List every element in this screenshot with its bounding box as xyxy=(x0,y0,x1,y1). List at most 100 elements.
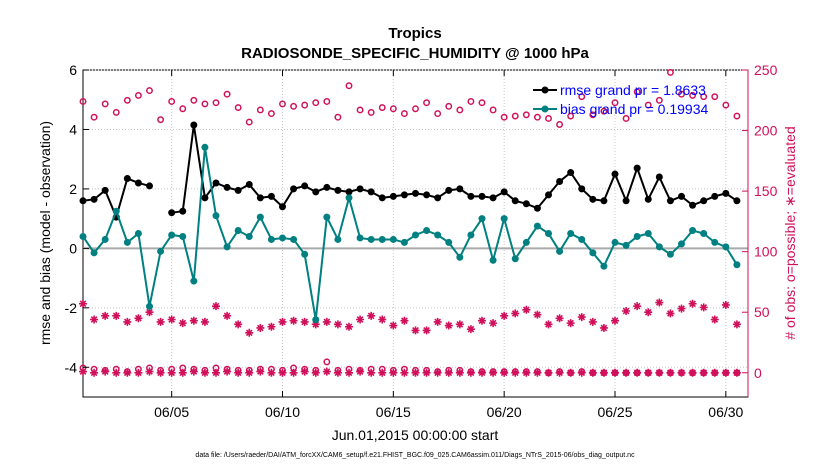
obs-possible-point xyxy=(367,108,375,116)
obs-possible-point xyxy=(323,98,331,105)
rmse-point xyxy=(511,197,519,205)
x-axis: 06/05 06/10 06/15 06/20 06/25 06/30 xyxy=(154,70,744,420)
obs-possible-point xyxy=(733,112,741,120)
rmse-point xyxy=(168,209,176,217)
y-axis-left-label: rmse and bias (model - observation) xyxy=(37,121,53,345)
obs-evaluated-point xyxy=(500,311,509,320)
obs-evaluated-point xyxy=(256,367,265,376)
obs-evaluated-point xyxy=(666,309,675,318)
obs-evaluated-point xyxy=(500,368,509,377)
obs-evaluated-point xyxy=(655,298,664,307)
rmse-point xyxy=(256,194,264,202)
bias-point xyxy=(733,261,741,269)
obs-possible-point xyxy=(556,121,564,128)
obs-possible-point xyxy=(134,91,142,99)
obs-possible-point xyxy=(500,113,508,121)
obs-evaluated-point xyxy=(655,368,664,377)
obs-possible-point xyxy=(489,106,497,114)
obs-evaluated-point xyxy=(599,368,608,377)
obs-evaluated-point xyxy=(644,308,653,317)
obs-evaluated-point xyxy=(677,368,686,377)
obs-evaluated-point xyxy=(599,323,608,332)
obs-evaluated-point xyxy=(245,328,254,337)
bias-point xyxy=(179,232,187,240)
obs-evaluated-point xyxy=(367,311,376,320)
obs-evaluated-point xyxy=(200,317,209,326)
y-left-tick-label: 2 xyxy=(69,181,77,197)
series-rmse xyxy=(79,121,741,221)
bias-point xyxy=(356,234,364,242)
bias-point xyxy=(234,227,242,235)
rmse-point xyxy=(434,194,442,202)
obs-evaluated-point xyxy=(400,316,409,325)
obs-evaluated-point xyxy=(145,367,154,376)
obs-evaluated-point xyxy=(732,368,741,377)
obs-evaluated-point xyxy=(145,308,154,317)
obs-evaluated-point xyxy=(577,313,586,322)
obs-evaluated-point xyxy=(79,367,87,376)
obs-evaluated-point xyxy=(633,368,642,377)
obs-possible-point xyxy=(179,105,187,113)
obs-evaluated-point xyxy=(90,315,99,324)
obs-evaluated-point xyxy=(333,368,342,377)
obs-possible-point xyxy=(356,106,364,114)
y-right-tick-label: 250 xyxy=(754,62,778,78)
bias-point xyxy=(711,238,719,246)
rmse-point xyxy=(445,186,453,194)
obs-possible-point xyxy=(578,93,586,101)
obs-possible-point xyxy=(90,113,98,121)
obs-evaluated-point xyxy=(622,307,631,316)
obs-evaluated-point xyxy=(710,368,719,377)
obs-evaluated-point xyxy=(577,368,586,377)
obs-possible-point xyxy=(312,99,320,107)
obs-evaluated-point xyxy=(178,319,187,328)
bias-point xyxy=(533,222,541,230)
bias-point xyxy=(689,227,697,235)
rmse-point xyxy=(489,194,497,202)
obs-evaluated-point xyxy=(566,319,575,328)
bias-point xyxy=(79,232,87,240)
series-obs_possible xyxy=(79,68,741,128)
bias-point xyxy=(600,262,608,270)
y-axis-right: 0 50 100 150 200 250 xyxy=(742,62,778,397)
rmse-point xyxy=(589,195,597,203)
obs-possible-point xyxy=(323,358,331,366)
bias-point xyxy=(445,238,453,246)
rmse-point xyxy=(290,185,298,193)
rmse-point xyxy=(467,192,475,200)
bias-point xyxy=(312,316,320,324)
rmse-line xyxy=(171,124,738,214)
rmse-point xyxy=(134,179,142,187)
obs-evaluated-point xyxy=(112,368,121,377)
rmse-point xyxy=(533,204,541,212)
obs-evaluated-point xyxy=(278,368,287,377)
bias-point xyxy=(90,249,98,257)
obs-evaluated-point xyxy=(455,320,464,329)
obs-possible-point xyxy=(622,114,630,122)
obs-evaluated-point xyxy=(167,368,176,377)
y-right-tick-label: 200 xyxy=(754,123,778,139)
rmse-point xyxy=(146,182,153,190)
bias-point xyxy=(622,241,630,249)
obs-evaluated-point xyxy=(699,368,708,377)
rmse-point xyxy=(456,185,464,193)
obs-evaluated-point xyxy=(522,305,531,314)
chart-subtitle: RADIOSONDE_SPECIFIC_HUMIDITY @ 1000 hPa xyxy=(241,45,589,62)
bias-point xyxy=(279,234,286,242)
series-obs_evaluated_base xyxy=(79,367,741,377)
obs-evaluated-point xyxy=(178,368,187,377)
obs-evaluated-point xyxy=(622,368,631,377)
bias-point xyxy=(678,240,685,248)
rmse-point xyxy=(101,186,109,194)
obs-evaluated-point xyxy=(433,317,442,326)
obs-possible-point xyxy=(389,105,397,113)
obs-possible-point xyxy=(201,100,209,108)
obs-possible-point xyxy=(545,114,552,122)
obs-evaluated-point xyxy=(101,367,110,376)
obs-evaluated-point xyxy=(300,317,309,326)
obs-possible-point xyxy=(589,111,597,119)
obs-evaluated-point xyxy=(212,368,220,377)
rmse-point xyxy=(522,200,530,208)
obs-evaluated-point xyxy=(123,368,132,377)
